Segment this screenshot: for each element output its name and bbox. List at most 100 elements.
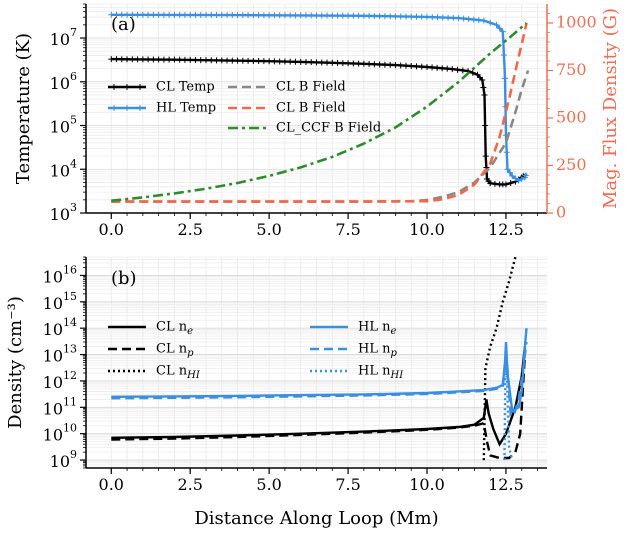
y2-axis-label: Mag. Flux Density (G) [600,8,621,209]
series-marker-0 [139,56,146,63]
series-marker-0 [397,62,404,69]
series-marker-1 [124,11,131,18]
series-marker-0 [160,56,167,63]
series-marker-0 [250,57,257,64]
series-marker-1 [345,12,352,19]
series-line-4 [111,22,528,202]
x-tick-label: 0.0 [99,475,124,494]
series-marker-1 [493,21,500,28]
axes: 0.0 2.5 5.0 7.5 10.0 12.5 109 1010 1011 1012 1013 1… [5,256,547,529]
y-tick-label: 104 [50,157,77,180]
series-marker-0 [381,61,388,68]
series-marker-1 [509,173,516,180]
legend-marker-0 [137,84,143,90]
series-line-1 [111,354,527,460]
y2-tick-label: 0 [556,203,566,222]
series-marker-1 [308,12,315,19]
y2-tick-label: 250 [556,155,587,174]
x-tick-label: 7.5 [335,475,360,494]
series-marker-1 [139,11,146,18]
series-marker-1 [202,11,209,18]
grid [86,3,547,214]
series-marker-0 [324,59,331,66]
legend-marker-1 [111,105,117,111]
series-marker-0 [392,62,399,69]
series-marker-0 [171,56,178,63]
legend-label-0: CL ne [156,320,193,337]
series-marker-1 [496,25,503,32]
legend-b: CL ne CL np CL nHI HL ne HL np HL nHI [108,320,404,381]
series-marker-0 [439,65,446,72]
series-marker-1 [455,15,462,22]
series-marker-0 [276,58,283,65]
x-tick-label: 2.5 [177,220,202,239]
legend-marker-0 [111,84,117,90]
series-marker-1 [208,12,215,19]
legend-label-1: CL np [156,342,194,359]
series-marker-0 [459,67,466,74]
series-marker-1 [445,14,452,21]
y2-tick-label: 1000 [556,13,597,32]
series-marker-1 [522,172,529,179]
series-marker-1 [429,14,436,21]
series-marker-0 [482,153,489,160]
series-marker-1 [381,13,388,20]
series-marker-0 [176,56,183,63]
series-marker-1 [450,14,457,21]
series-marker-1 [302,12,309,19]
series-marker-1 [360,12,367,19]
series-marker-0 [229,57,236,64]
legend-marker-0 [124,84,130,90]
series-marker-1 [134,11,141,18]
series-marker-1 [266,12,273,19]
series-marker-1 [181,11,188,18]
series-marker-0 [360,60,367,67]
series-line-3 [111,22,528,203]
series-line-5 [503,360,514,461]
x-tick-label: 10.0 [409,475,445,494]
y-tick-label: 1014 [43,316,77,339]
series-marker-0 [287,58,294,65]
series-marker-1 [366,12,373,19]
legend-label-4: HL np [358,342,397,359]
series-marker-0 [366,61,373,68]
series-marker-0 [181,56,188,63]
series-marker-1 [166,11,173,18]
series-marker-0 [260,58,267,65]
series-marker-1 [397,13,404,20]
series-marker-0 [202,57,209,64]
series-marker-0 [150,56,157,63]
series-marker-1 [145,11,152,18]
y-axis-label: Density (cm⁻³) [5,296,26,429]
series-marker-0 [308,59,315,66]
y-axis-label: Temperature (K) [13,33,34,184]
series-marker-0 [213,57,220,64]
series-marker-0 [491,180,498,187]
series-marker-1 [250,12,257,19]
series-marker-1 [376,13,383,20]
series-marker-0 [108,56,115,63]
series-line-0 [111,346,527,447]
series-marker-0 [118,56,125,63]
series-marker-0 [482,122,489,129]
series-marker-1 [255,12,262,19]
legend-label-3: HL ne [358,320,396,337]
series-marker-1 [129,11,136,18]
series-marker-1 [197,11,204,18]
series-marker-0 [318,59,325,66]
legend-label-2: CL B Field [276,80,346,95]
series-marker-1 [160,11,167,18]
series-marker-1 [475,17,482,24]
series-marker-1 [502,75,509,82]
series-marker-0 [113,56,120,63]
series-marker-0 [449,66,456,73]
series-marker-1 [402,13,409,20]
series-marker-0 [271,58,278,65]
series-marker-1 [334,12,341,19]
y2-tick-label: 500 [556,108,587,127]
series-line-3 [111,328,528,414]
series-marker-1 [292,12,299,19]
y-tick-label: 1012 [43,369,77,392]
series-marker-0 [281,58,288,65]
series-marker-1 [271,12,278,19]
